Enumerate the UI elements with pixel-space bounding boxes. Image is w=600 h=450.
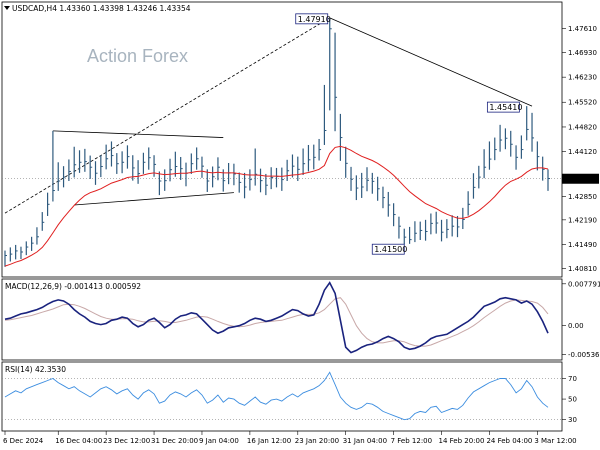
rsi-title: RSI(14) 42.3530 (5, 365, 66, 374)
rsi-panel-frame (1, 361, 563, 432)
price-axis-label: 1.41490 (568, 241, 597, 249)
time-axis-label: 24 Feb 04:00 (486, 437, 532, 445)
moving-average-layer (4, 145, 549, 267)
macd-line (4, 281, 549, 354)
moving-average-line (4, 145, 549, 267)
macd-signal-line (4, 297, 549, 347)
price-axis-layer: 1.47610 1.46930 1.46230 1.45520 1.44820 1.441… (562, 25, 599, 273)
price-panel-frame (1, 1, 563, 278)
rsi-axis-label: 30 (568, 416, 577, 424)
price-annotation-label: 1.41500 (374, 245, 407, 254)
price-axis-label: 1.42190 (568, 216, 597, 224)
price-annotation-box (371, 243, 405, 255)
price-annotation-label: 1.45410 (489, 103, 522, 112)
time-axis-label: 16 Jan 12:00 (247, 437, 291, 445)
time-axis-label: 31 Dec 20:00 (151, 437, 198, 445)
time-axis-layer: 6 Dec 2024 16 Dec 04:00 23 Dec 12:00 31 Dec… (3, 431, 577, 445)
price-axis-label: 1.44120 (568, 148, 597, 156)
time-axis-label: 9 Jan 04:00 (199, 437, 239, 445)
macd-panel-frame (1, 278, 563, 361)
price-axis-label: 1.44820 (568, 123, 597, 131)
time-axis-label: 23 Jan 20:00 (295, 437, 339, 445)
macd-lines-layer (4, 281, 549, 354)
macd-axis-label: -0.005367 (568, 351, 600, 359)
time-axis-label: 23 Dec 12:00 (103, 437, 150, 445)
watermark: Action Forex (87, 46, 188, 66)
price-annotation-box (486, 101, 520, 113)
current-price-tag-bg (562, 173, 599, 184)
time-axis-label: 16 Dec 04:00 (55, 437, 102, 445)
rsi-line (4, 371, 549, 421)
price-axis-label: 1.47610 (568, 25, 597, 33)
price-axis-label: 1.46230 (568, 74, 597, 82)
time-axis-label: 6 Dec 2024 (3, 437, 44, 445)
time-axis-label: 7 Feb 12:00 (391, 437, 432, 445)
macd-axis-label: 0.00 (568, 322, 584, 330)
price-annotations-layer: 1.47910 1.45410 1.41500 (295, 13, 522, 255)
price-annotation-label: 1.47910 (298, 15, 331, 24)
rsi-levels-layer (2, 378, 562, 420)
price-axis-label: 1.46930 (568, 49, 597, 57)
price-axis-label: 1.45520 (568, 99, 597, 107)
time-axis-label: 3 Mar 12:00 (534, 437, 576, 445)
price-axis-label: 1.40810 (568, 265, 597, 273)
trendline-0 (4, 17, 330, 214)
rsi-line-layer (4, 371, 549, 421)
time-axis-label: 31 Jan 04:00 (343, 437, 387, 445)
symbol-header: USDCAD,H4 1.43360 1.43398 1.43246 1.4335… (12, 4, 191, 13)
trendline-3 (74, 192, 234, 206)
trendline-2 (52, 130, 224, 138)
rsi-axis-layer: 70 50 30 (562, 375, 577, 424)
macd-axis-layer: 0.007791 0.00 -0.005367 (562, 280, 600, 359)
trendline-1 (329, 17, 533, 107)
dropdown-triangle-icon[interactable] (4, 6, 10, 10)
trendlines-layer (4, 17, 533, 214)
rsi-axis-label: 70 (568, 375, 577, 383)
price-annotation-box (295, 13, 329, 25)
time-axis-label: 14 Feb 20:00 (439, 437, 485, 445)
rsi-axis-label: 50 (568, 396, 577, 404)
current-price-tag: 1.43354 (565, 176, 594, 184)
price-axis-label: 1.42850 (568, 193, 597, 201)
macd-axis-label: 0.007791 (568, 280, 600, 288)
price-bars-layer (4, 17, 550, 267)
macd-title: MACD(12,26,9) -0.001413 0.000592 (5, 282, 141, 291)
